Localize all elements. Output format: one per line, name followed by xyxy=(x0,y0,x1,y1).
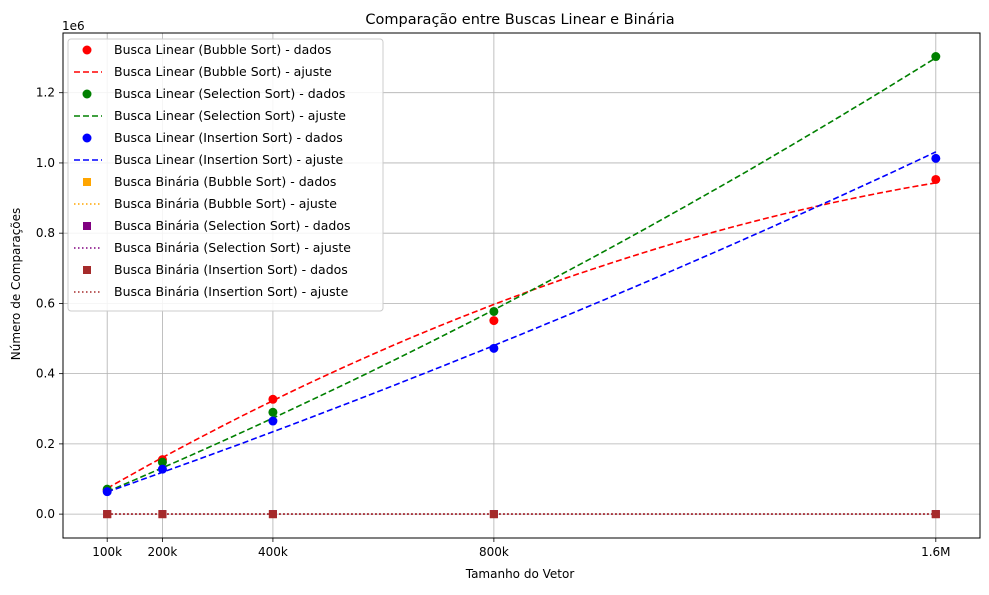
fit-line xyxy=(106,151,937,493)
legend-label: Busca Linear (Insertion Sort) - dados xyxy=(114,130,343,145)
legend-label: Busca Binária (Insertion Sort) - ajuste xyxy=(114,284,349,299)
legend-label: Busca Linear (Insertion Sort) - ajuste xyxy=(114,152,344,167)
legend-marker xyxy=(83,266,91,274)
fit-line xyxy=(106,57,937,493)
legend-label: Busca Binária (Bubble Sort) - dados xyxy=(114,174,336,189)
data-point xyxy=(157,457,167,467)
data-point xyxy=(102,487,112,497)
y-offset-label: 1e6 xyxy=(62,19,85,33)
series-layer xyxy=(102,52,941,519)
legend-label: Busca Linear (Bubble Sort) - dados xyxy=(114,42,331,57)
x-tick-label: 1.6M xyxy=(921,545,950,559)
x-tick-label: 400k xyxy=(258,545,288,559)
data-point xyxy=(268,394,278,404)
data-point xyxy=(489,510,498,519)
y-tick-label: 0.6 xyxy=(36,296,55,310)
legend-label: Busca Binária (Bubble Sort) - ajuste xyxy=(114,196,337,211)
data-point xyxy=(268,407,278,417)
y-tick-label: 0.8 xyxy=(36,226,55,240)
y-tick-label: 0.0 xyxy=(36,507,55,521)
data-point xyxy=(489,343,499,353)
y-axis-label: Número de Comparações xyxy=(9,208,23,361)
data-point xyxy=(158,510,167,519)
data-point xyxy=(103,510,112,519)
chart-title: Comparação entre Buscas Linear e Binária xyxy=(365,12,674,28)
legend-box xyxy=(67,38,384,312)
legend-marker xyxy=(82,89,92,99)
data-point xyxy=(489,306,499,316)
y-tick-label: 1.2 xyxy=(36,86,55,100)
data-point xyxy=(931,153,941,163)
legend-label: Busca Binária (Selection Sort) - ajuste xyxy=(114,240,351,255)
x-tick-label: 100k xyxy=(92,545,122,559)
x-tick-label: 200k xyxy=(148,545,178,559)
data-point xyxy=(268,510,277,519)
legend-marker xyxy=(83,222,91,230)
plot-frame xyxy=(62,32,981,539)
data-point xyxy=(157,464,167,474)
legend-marker xyxy=(82,45,92,55)
legend-label: Busca Binária (Insertion Sort) - dados xyxy=(114,262,348,277)
legend-label: Busca Linear (Selection Sort) - ajuste xyxy=(114,108,346,123)
y-tick-label: 0.4 xyxy=(36,367,55,381)
axis-ticks: 100k 200k 400k 800k 1.6M 0.0 0.2 0.4 0.6 0.8 1.0 1.… xyxy=(36,86,951,559)
legend-marker xyxy=(82,133,92,143)
y-tick-label: 0.2 xyxy=(36,437,55,451)
data-point xyxy=(931,510,940,519)
data-point xyxy=(931,174,941,184)
x-tick-label: 800k xyxy=(479,545,509,559)
data-point xyxy=(489,316,499,326)
legend-label: Busca Binária (Selection Sort) - dados xyxy=(114,218,351,233)
y-tick-label: 1.0 xyxy=(36,156,55,170)
legend-marker xyxy=(83,178,91,186)
x-axis-label: Tamanho do Vetor xyxy=(465,567,575,581)
legend-label: Busca Linear (Selection Sort) - dados xyxy=(114,86,345,101)
legend-label: Busca Linear (Bubble Sort) - ajuste xyxy=(114,64,332,79)
fit-line xyxy=(106,182,936,489)
data-point xyxy=(268,416,278,426)
data-point xyxy=(931,52,941,62)
legend: Busca Linear (Bubble Sort) - dados Busca … xyxy=(67,38,384,312)
